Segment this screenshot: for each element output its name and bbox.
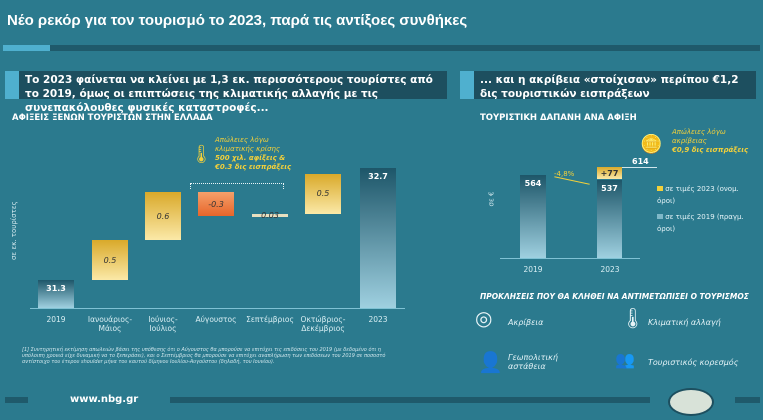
soldier-icon: 👤 [478,350,503,374]
price-annotation: Απώλειες λόγω ακρίβειας €0,9 δις εισπράξ… [672,128,748,155]
coins-icon: 🪙 [640,134,663,155]
x-tick: 2023 [368,315,388,324]
waterfall-bar: 0.5 [92,240,128,280]
waterfall-bar: 0.03 [252,211,288,220]
x-axis [500,258,640,259]
left-headline: Το 2023 φαίνεται να κλείνει με 1,3 εκ. π… [19,71,447,114]
x-tick: Σεπτέμβριος [246,315,294,324]
nbg-logo [668,388,714,416]
crowd-icon: 👥 [615,350,635,369]
annotation-line: κλιματικής κρίσης [215,145,281,153]
total-label: 614 [632,157,649,166]
footer-url[interactable]: www.nbg.gr [70,394,139,405]
right-chart-title: ΤΟΥΡΙΣΤΙΚΗ ΔΑΠΑΝΗ ΑΝΑ ΑΦΙΞΗ [480,113,637,123]
annotation-line: Απώλειες λόγω [215,136,269,144]
waterfall-bar: 0.6 [145,192,181,240]
annotation-line: Απώλειες λόγω [672,128,726,136]
waterfall-bar: 31.3 [38,280,74,308]
title-divider [3,45,760,51]
climate-annotation: Απώλειες λόγω κλιματικής κρίσης 500 χιλ.… [215,136,291,172]
footer-divider [735,397,760,403]
left-y-label: σε εκ. τουρίστες [10,201,18,260]
right-y-label: σε € [487,191,496,207]
challenges-title: ΠΡΟΚΛΗΣΕΙΣ ΠΟΥ ΘΑ ΚΛΗΘΕΙ ΝΑ ΑΝΤΙΜΕΤΩΠΙΣΕ… [480,292,749,301]
challenge-item: Γεωπολιτική αστάθεια [508,353,558,371]
waterfall-bar: 0.5 [305,173,341,214]
x-tick: Οκτώβριος- Δεκέμβριος [300,315,346,333]
coins-icon: ◎ [475,306,493,330]
legend: σε τιμές 2023 (ονομ. όροι) σε τιμές 2019… [657,183,752,235]
headline-accent [460,71,474,99]
footnote: [1] Συντηρητική εκτίμηση απωλειών βάσει … [22,347,386,365]
title-divider-accent [3,45,50,51]
annotation-line: 500 χιλ. αφίξεις & [215,154,286,162]
change-label: -4,8% [554,170,575,178]
total-line [622,167,657,168]
x-tick: Ιανουάριος- Μάιος [87,315,133,333]
x-tick: Ιούνιος- Ιούλιος [148,315,178,333]
right-headline: ... και η ακρίβεια «στοίχισαν» περίπου €… [474,71,756,100]
bar-2019: 564 [520,175,546,258]
challenge-item: Ακρίβεια [508,318,544,327]
footer-divider [5,397,28,403]
left-chart-title: ΑΦΙΞΕΙΣ ΞΕΝΩΝ ΤΟΥΡΙΣΤΩΝ ΣΤΗΝ ΕΛΛΑΔΑ [12,113,213,123]
challenge-item: Τουριστικός κορεσμός [648,358,739,367]
waterfall-bar: 32.7 [360,168,396,308]
thermometer-icon: 🌡 [620,306,646,330]
page-title: Νέο ρεκόρ για τον τουρισμό το 2023, παρά… [7,12,468,29]
annotation-line: €0.3 δις εισπράξεις [215,163,292,171]
bar-2023: 537 [597,180,622,258]
waterfall-bar: -0.3 [198,192,234,216]
legend-item-nominal: σε τιμές 2023 (ονομ. όροι) [657,185,739,205]
x-tick: Αύγουστος [195,315,237,324]
legend-item-real: σε τιμές 2019 (πραγμ. όροι) [657,213,744,233]
annotation-line: €0,9 δις εισπράξεις [672,146,749,154]
bar-2023-nominal-gap: +77 [597,167,622,179]
footer-divider [170,397,650,403]
x-tick: 2019 [46,315,66,324]
x-tick: 2019 [523,265,543,274]
thermometer-icon: 🌡 [190,144,213,165]
x-axis [30,308,405,309]
headline-accent [5,71,19,99]
annotation-bracket [190,183,284,189]
challenge-item: Κλιματική αλλαγή [648,318,721,327]
x-tick: 2023 [600,265,620,274]
annotation-line: ακρίβειας [672,137,707,145]
